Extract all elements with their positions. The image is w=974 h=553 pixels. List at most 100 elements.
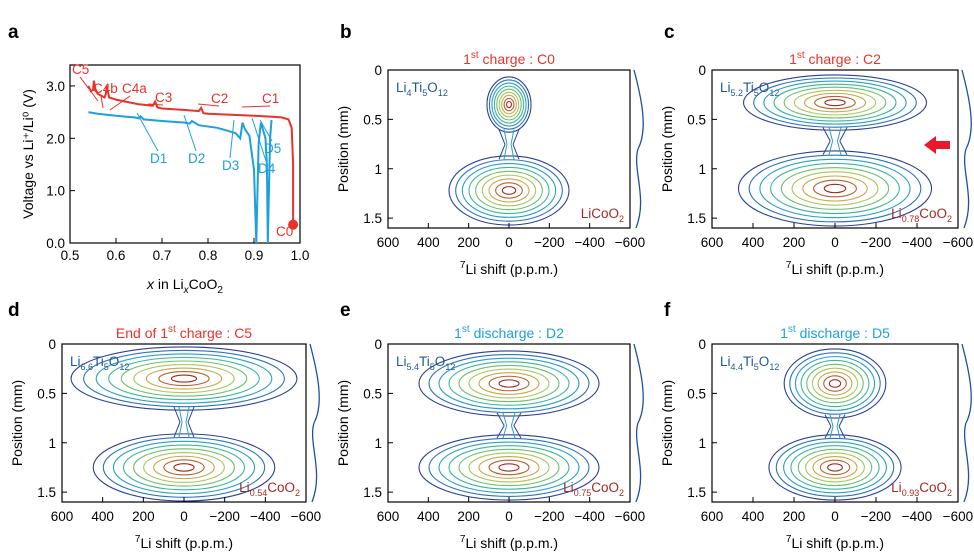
xlabel-sup: 7 [135,534,141,545]
position-profile [309,343,320,503]
y-tick-label: 0 [374,337,382,352]
contour-neck [498,144,506,160]
contour-bottom [768,434,902,501]
y-tick-label: 1 [374,162,382,177]
contour-neck [836,140,842,155]
highlight-arrow [924,136,950,154]
contour-bottom [448,445,570,490]
contour-bottom [488,459,530,476]
x-tick-label: 600 [377,509,400,524]
x-tick-label: 0 [831,235,839,250]
xlabel-sup: 7 [786,260,792,271]
contour-top [806,363,864,404]
y-tick-label: 1.5 [687,485,706,500]
contour-bottom [468,166,550,215]
contour-neck [178,422,183,438]
annotation-leader [259,119,273,142]
contour-bottom [759,158,911,219]
contour-bottom [163,459,205,476]
title-sup: st [462,324,470,335]
contour-top [496,88,522,121]
contour-top [783,86,887,119]
cathode-label: LiCoO2 [581,206,624,224]
x-tick-label: −200 [534,235,564,250]
xlabel-text: Li shift (p.p.m.) [465,261,558,277]
cathode-label: Li0.75CoO2 [563,480,624,498]
position-profile [633,69,644,229]
y-tick-label: 0 [48,337,56,352]
title-pre: 1 [789,51,797,67]
contour-top [468,368,550,399]
x-tick-label: −600 [943,509,973,524]
contour-neck [498,129,506,145]
nmr-panel-e: e 600 400 200 0 −200 −400 −600 0 0.5 1 1.5 7Li shift… [335,300,645,551]
x-tick-label: −600 [615,509,645,524]
contour-neck [510,425,516,439]
contour-neck [836,414,841,427]
x-tick-label: 200 [783,509,806,524]
contour-bottom [173,463,195,472]
xlabel-sup: 7 [460,534,466,545]
nmr-title: 1st charge : C0 [463,50,555,67]
nmr-title: 1st charge : C2 [789,50,881,67]
contour-bottom [501,186,517,195]
xlabel-x: x [146,276,155,292]
xlabel-text: Li shift (p.p.m.) [140,535,233,551]
contour-neck [838,426,846,439]
xlabel-sup: 7 [460,260,466,271]
contour-top [824,98,846,107]
y-tick-label: 1 [698,162,706,177]
contour-neck [828,127,834,142]
contour-bottom [812,179,858,198]
contour-top [800,359,870,408]
title-post: discharge : D5 [796,325,890,341]
contour-bottom [461,163,557,218]
y-tick-label: 1.5 [37,485,56,500]
cathode-label: Li0.93CoO2 [891,480,952,498]
contour-neck [173,406,181,423]
contour-neck [503,129,508,145]
annotation-leader [183,114,197,152]
panel-a-xlabel: x in LixCoO2 [146,276,223,296]
contour-top [498,91,520,118]
contour-neck [187,421,195,438]
contour-neck [185,406,190,423]
y-tick-label: 0.5 [363,112,382,127]
y-tick-label: 2.0 [46,131,65,146]
cathode-label: Li0.54CoO2 [239,480,300,498]
contour-bottom [790,445,880,490]
y-tick-label: 0.5 [687,386,706,401]
x-tick-label: 400 [742,509,765,524]
y-tick-label: 1 [374,436,382,451]
x-tick-label: 400 [742,235,765,250]
annotation-leader [241,105,271,108]
contour-bottom [780,167,890,210]
discharge-curve [88,111,273,243]
contour-neck [822,140,831,155]
contour-neck [512,144,520,160]
contour-neck [839,127,848,142]
contour-bottom [791,171,879,206]
panel-label-b: b [340,22,352,43]
contour-bottom [143,451,225,483]
contour-bottom [488,178,530,203]
contour-top [803,92,867,113]
y-tick-label: 0 [374,63,382,78]
contour-top [773,83,897,122]
contour-top [823,375,847,392]
contour-top [506,100,512,109]
contour-neck [510,412,516,426]
x-tick-label: 0.5 [61,248,80,263]
xlabel-text: Li shift (p.p.m.) [791,261,884,277]
anode-label: Li5.4Ti5O12 [396,354,455,372]
x-tick-label: 400 [417,509,440,524]
xlabel-text: Li shift (p.p.m.) [791,535,884,551]
title-sup: st [168,324,176,335]
panel-label-d: d [8,300,20,321]
contour-top [170,374,198,383]
contour-top [817,371,853,396]
anode-label: Li4.4Ti5O12 [720,354,779,372]
y-tick-label: 0 [698,63,706,78]
annotation-c5: C5 [72,62,89,77]
contour-top [783,348,887,419]
